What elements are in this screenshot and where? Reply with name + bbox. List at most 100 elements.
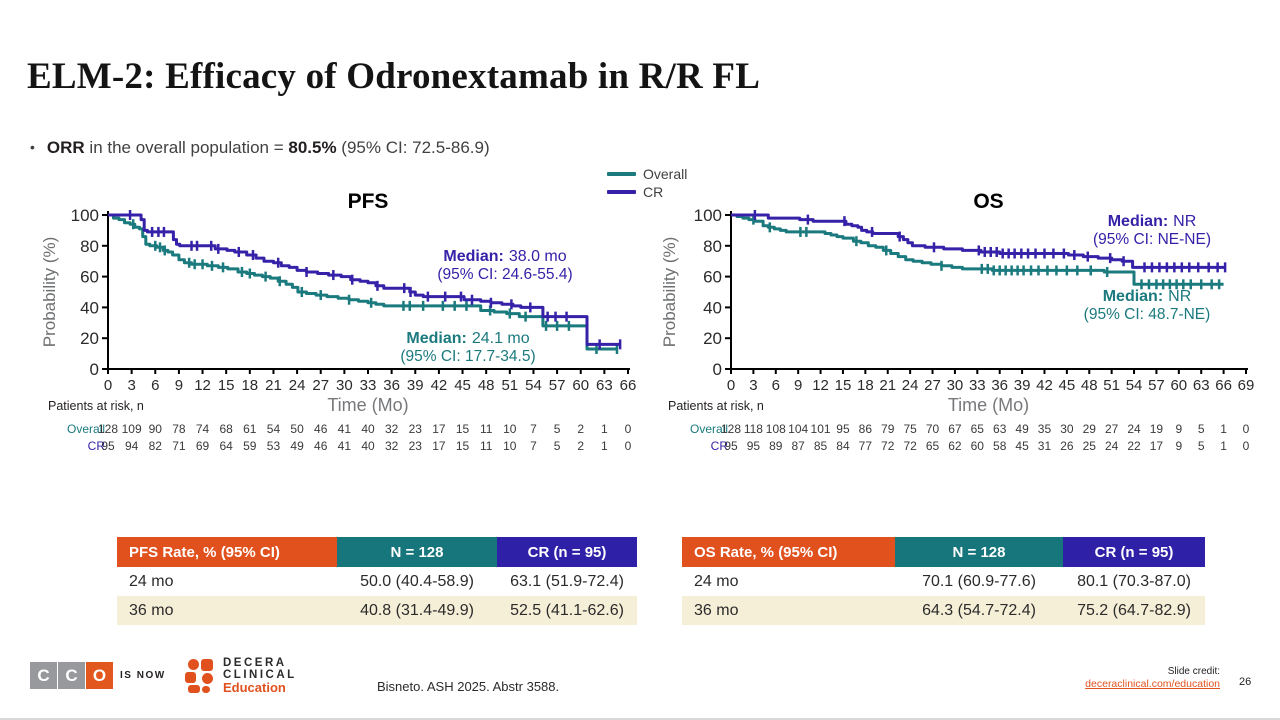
- risk-count: 9: [1175, 439, 1182, 453]
- table-cell: 24 mo: [129, 572, 174, 590]
- x-tick-label: 63: [1193, 377, 1210, 394]
- risk-count: 17: [1150, 439, 1164, 453]
- x-tick-label: 18: [857, 377, 874, 394]
- x-tick-label: 18: [241, 377, 258, 394]
- decera-logo-text: DECERA CLINICAL Education: [223, 657, 297, 695]
- x-tick-label: 51: [1103, 377, 1120, 394]
- pfs-risk-row-name: Overall: [67, 422, 105, 436]
- y-tick-label: 100: [694, 206, 722, 225]
- slide-credit: Slide credit: deceraclinical.com/educati…: [1085, 666, 1220, 690]
- x-tick-label: 0: [104, 377, 112, 394]
- risk-count: 40: [361, 422, 375, 436]
- x-tick-label: 15: [835, 377, 852, 394]
- risk-count: 19: [1150, 422, 1164, 436]
- os-chart-title: OS: [973, 190, 1003, 213]
- decera-logo-icon: [185, 659, 213, 693]
- risk-count: 46: [314, 439, 328, 453]
- risk-count: 75: [903, 422, 917, 436]
- risk-count: 1: [1220, 422, 1227, 436]
- risk-count: 101: [811, 422, 831, 436]
- risk-count: 7: [530, 439, 537, 453]
- risk-count: 77: [859, 439, 873, 453]
- risk-count: 24: [1127, 422, 1141, 436]
- y-tick-label: 80: [703, 237, 722, 256]
- risk-count: 94: [125, 439, 139, 453]
- risk-count: 11: [480, 439, 493, 453]
- risk-count: 54: [267, 422, 281, 436]
- risk-count: 70: [926, 422, 940, 436]
- risk-count: 31: [1038, 439, 1052, 453]
- y-tick-label: 100: [71, 206, 99, 225]
- risk-count: 49: [1015, 422, 1029, 436]
- table-cell: 36 mo: [117, 596, 337, 625]
- table-cell: 36 mo: [682, 596, 895, 625]
- risk-count: 61: [243, 422, 257, 436]
- orr-value: 80.5%: [288, 138, 337, 157]
- risk-count: 35: [1038, 422, 1052, 436]
- risk-count: 24: [1105, 439, 1119, 453]
- x-tick-label: 6: [772, 377, 780, 394]
- x-tick-label: 3: [127, 377, 135, 394]
- os-risk-row-name: Overall: [690, 422, 728, 436]
- cco-logo: C C O: [30, 662, 113, 689]
- risk-count: 90: [149, 422, 163, 436]
- table-cell: 52.5 (41.1-62.6): [497, 596, 637, 625]
- risk-count: 0: [625, 422, 632, 436]
- os-table-header-label: OS Rate, % (95% CI): [682, 537, 895, 567]
- pfs-risk-row-name: CR: [88, 439, 106, 453]
- x-tick-label: 21: [879, 377, 896, 394]
- risk-count: 2: [577, 439, 584, 453]
- x-tick-label: 12: [812, 377, 829, 394]
- y-tick-label: 20: [703, 329, 722, 348]
- decera-logo: DECERA CLINICAL Education: [185, 657, 297, 695]
- table-cell: 50.0 (40.4-58.9): [360, 572, 474, 590]
- x-tick-label: 6: [151, 377, 159, 394]
- y-tick-label: 40: [703, 298, 722, 317]
- x-tick-label: 48: [478, 377, 495, 394]
- risk-count: 68: [220, 422, 234, 436]
- risk-count: 62: [948, 439, 962, 453]
- risk-count: 95: [747, 439, 761, 453]
- risk-count: 41: [338, 439, 352, 453]
- y-tick-label: 60: [80, 268, 99, 287]
- risk-count: 49: [290, 439, 304, 453]
- risk-count: 85: [814, 439, 828, 453]
- cco-letter: O: [86, 662, 113, 689]
- x-tick-label: 57: [549, 377, 566, 394]
- pfs-overall-median-annotation: Median: 24.1 mo (95% CI: 17.7-34.5): [400, 330, 536, 365]
- risk-count: 0: [625, 439, 632, 453]
- risk-count: 87: [791, 439, 805, 453]
- risk-count: 0: [1243, 439, 1250, 453]
- risk-count: 17: [432, 439, 446, 453]
- x-tick-label: 63: [596, 377, 613, 394]
- x-tick-label: 48: [1081, 377, 1098, 394]
- risk-count: 69: [196, 439, 210, 453]
- risk-count: 23: [409, 422, 423, 436]
- risk-count: 128: [98, 422, 118, 436]
- risk-count: 27: [1105, 422, 1119, 436]
- x-tick-label: 66: [1215, 377, 1232, 394]
- risk-count: 118: [744, 422, 763, 436]
- slide-credit-link[interactable]: deceraclinical.com/education: [1085, 678, 1220, 690]
- risk-count: 15: [456, 422, 470, 436]
- risk-count: 17: [432, 422, 446, 436]
- x-tick-label: 24: [902, 377, 919, 394]
- risk-count: 11: [480, 422, 493, 436]
- table-cell: 64.3 (54.7-72.4): [895, 596, 1063, 625]
- os-overall-curve: [731, 213, 1224, 286]
- y-tick-label: 40: [80, 298, 99, 317]
- page-title: ELM-2: Efficacy of Odronextamab in R/R F…: [27, 56, 761, 97]
- risk-count: 72: [903, 439, 917, 453]
- cco-letter: C: [58, 662, 85, 689]
- x-tick-label: 27: [312, 377, 329, 394]
- page-number: 26: [1239, 676, 1252, 688]
- os-patients-at-risk-label: Patients at risk, n: [668, 399, 764, 413]
- y-tick-label: 20: [80, 329, 99, 348]
- risk-count: 74: [196, 422, 210, 436]
- x-tick-label: 30: [336, 377, 353, 394]
- risk-count: 71: [172, 439, 186, 453]
- risk-count: 79: [881, 422, 895, 436]
- risk-count: 23: [409, 439, 423, 453]
- pfs-chart-title: PFS: [348, 190, 389, 213]
